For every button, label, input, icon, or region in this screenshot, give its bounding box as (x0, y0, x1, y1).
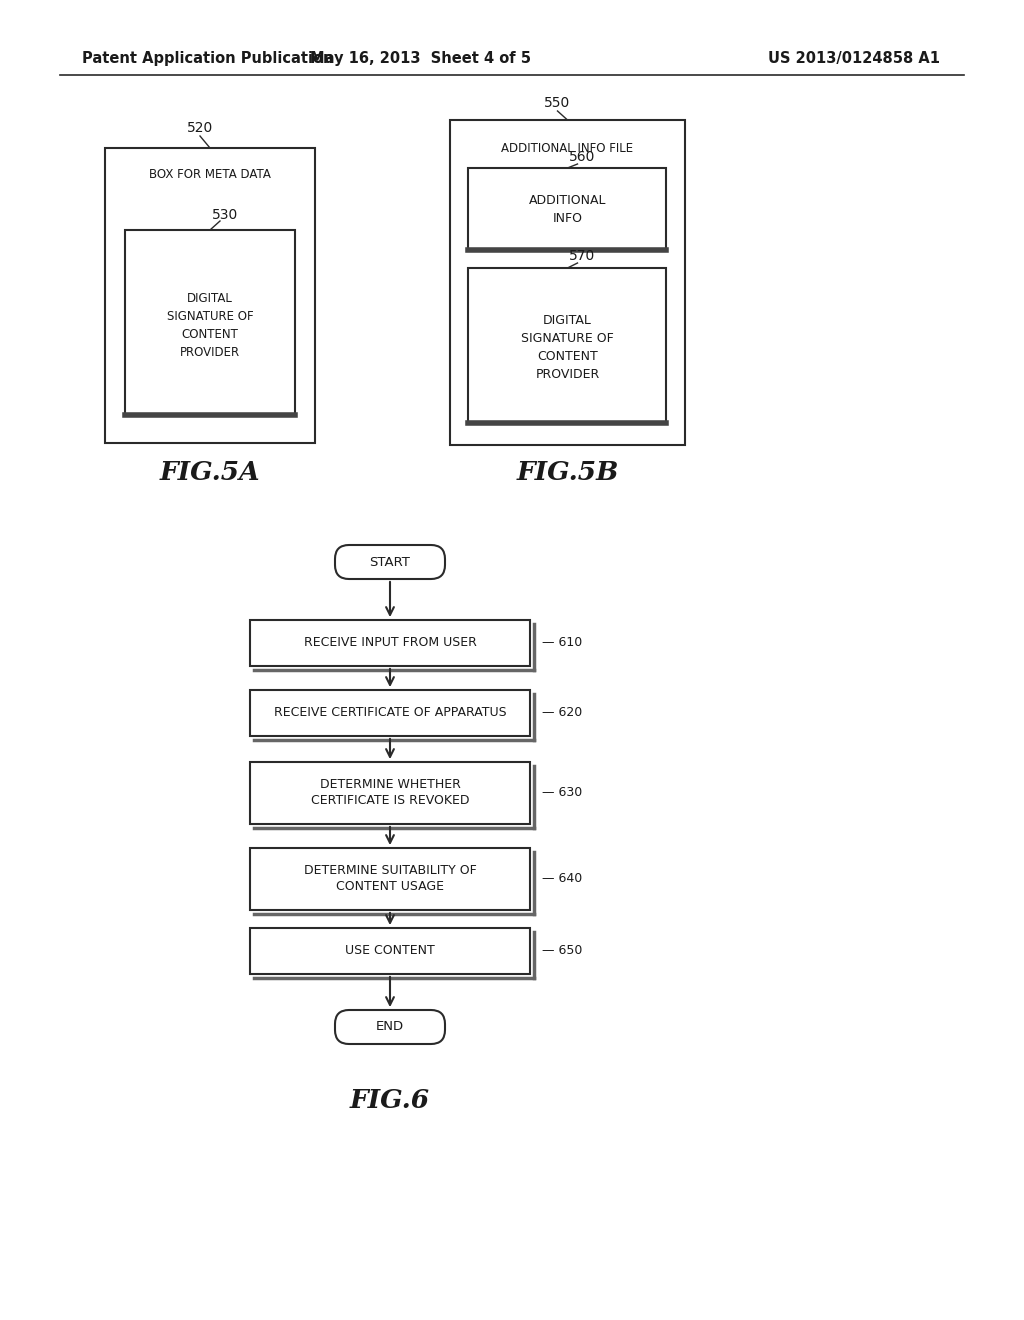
Text: FIG.5B: FIG.5B (516, 459, 618, 484)
Text: FIG.5A: FIG.5A (160, 459, 260, 484)
Text: ADDITIONAL
INFO: ADDITIONAL INFO (528, 194, 606, 226)
Text: RECEIVE CERTIFICATE OF APPARATUS: RECEIVE CERTIFICATE OF APPARATUS (273, 706, 506, 719)
FancyBboxPatch shape (468, 168, 666, 249)
Text: — 650: — 650 (542, 945, 583, 957)
Text: — 620: — 620 (542, 706, 583, 719)
Text: DETERMINE SUITABILITY OF
CONTENT USAGE: DETERMINE SUITABILITY OF CONTENT USAGE (304, 865, 476, 894)
Text: DETERMINE WHETHER
CERTIFICATE IS REVOKED: DETERMINE WHETHER CERTIFICATE IS REVOKED (310, 779, 469, 808)
Text: May 16, 2013  Sheet 4 of 5: May 16, 2013 Sheet 4 of 5 (309, 50, 530, 66)
Text: RECEIVE INPUT FROM USER: RECEIVE INPUT FROM USER (303, 636, 476, 649)
Text: FIG.6: FIG.6 (350, 1088, 430, 1113)
Text: 550: 550 (545, 96, 570, 110)
FancyBboxPatch shape (125, 230, 295, 414)
Text: — 630: — 630 (542, 787, 583, 800)
FancyBboxPatch shape (250, 847, 530, 909)
Text: START: START (370, 556, 411, 569)
Text: 530: 530 (212, 209, 239, 222)
FancyBboxPatch shape (105, 148, 315, 444)
Text: — 640: — 640 (542, 873, 583, 886)
FancyBboxPatch shape (250, 620, 530, 667)
FancyBboxPatch shape (335, 1010, 445, 1044)
FancyBboxPatch shape (468, 268, 666, 422)
FancyBboxPatch shape (250, 928, 530, 974)
FancyBboxPatch shape (450, 120, 685, 445)
Text: BOX FOR META DATA: BOX FOR META DATA (150, 169, 271, 181)
Text: END: END (376, 1020, 404, 1034)
Text: ADDITIONAL INFO FILE: ADDITIONAL INFO FILE (502, 141, 634, 154)
Text: 570: 570 (569, 249, 596, 263)
FancyBboxPatch shape (250, 762, 530, 824)
Text: DIGITAL
SIGNATURE OF
CONTENT
PROVIDER: DIGITAL SIGNATURE OF CONTENT PROVIDER (167, 292, 253, 359)
Text: US 2013/0124858 A1: US 2013/0124858 A1 (768, 50, 940, 66)
FancyBboxPatch shape (335, 545, 445, 579)
Text: — 610: — 610 (542, 636, 583, 649)
Text: Patent Application Publication: Patent Application Publication (82, 50, 334, 66)
FancyBboxPatch shape (250, 690, 530, 737)
Text: USE CONTENT: USE CONTENT (345, 945, 435, 957)
Text: DIGITAL
SIGNATURE OF
CONTENT
PROVIDER: DIGITAL SIGNATURE OF CONTENT PROVIDER (521, 314, 613, 380)
Text: 560: 560 (569, 150, 596, 164)
Text: 520: 520 (186, 121, 213, 135)
